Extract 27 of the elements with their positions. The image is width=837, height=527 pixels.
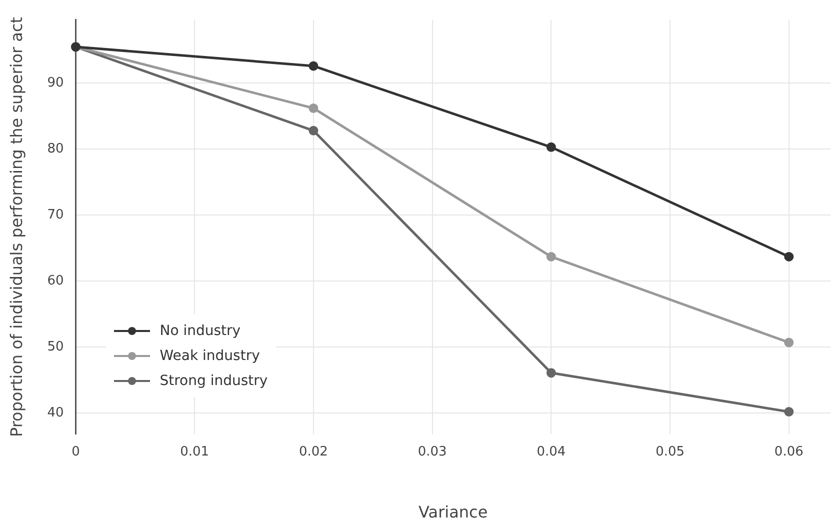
- point: [784, 407, 794, 417]
- point: [308, 103, 318, 113]
- x-tick-label: 0.04: [536, 444, 566, 460]
- point: [308, 126, 318, 136]
- x-axis-title: Variance: [418, 502, 488, 522]
- y-tick-label: 80: [47, 142, 64, 157]
- point: [784, 338, 794, 348]
- x-tick-label: 0: [72, 444, 80, 460]
- point: [546, 252, 556, 262]
- point: [308, 61, 318, 71]
- y-axis-title: Proportion of individuals performing the superior act: [6, 16, 26, 438]
- y-tick-label: 90: [47, 76, 64, 91]
- x-tick-label: 0.01: [180, 444, 210, 460]
- x-tick-label: 0.05: [656, 444, 685, 460]
- x-tick-label: 0.06: [774, 444, 804, 460]
- x-tick-label: 0.03: [418, 444, 447, 460]
- x-tick-label: 0.02: [298, 444, 328, 460]
- legend-label: No industry: [160, 322, 241, 339]
- y-tick-label: 40: [47, 405, 64, 420]
- legend-label: Weak industry: [160, 348, 260, 364]
- y-tick-label: 60: [47, 273, 64, 288]
- point: [546, 142, 556, 152]
- y-tick-label: 70: [47, 207, 64, 222]
- point: [546, 368, 556, 378]
- y-tick-label: 50: [47, 339, 64, 354]
- legend-label: Strong industry: [160, 372, 268, 389]
- point: [784, 252, 794, 262]
